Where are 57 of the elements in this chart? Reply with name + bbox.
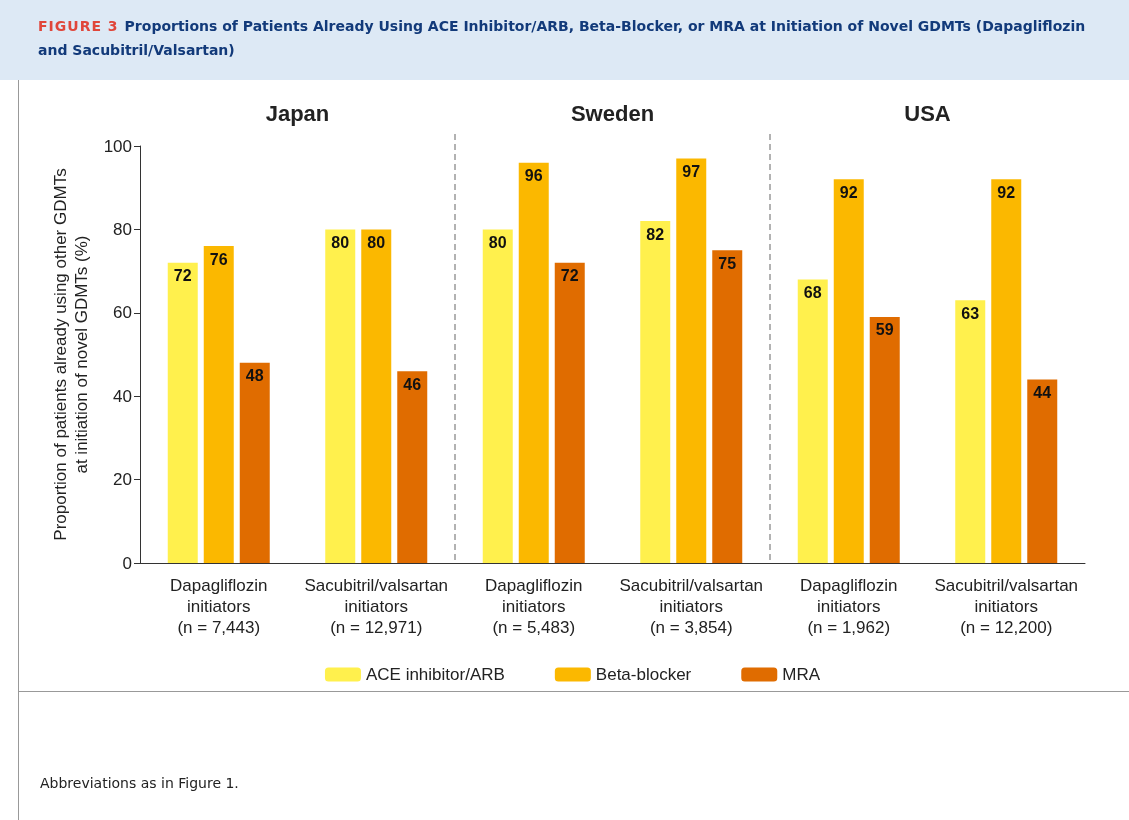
y-tick-label: 100 <box>103 136 132 156</box>
text: USA <box>904 100 951 126</box>
bar <box>955 300 986 563</box>
data-label: 48 <box>245 367 264 385</box>
x-tick-label: Sacubitril/valsartan initiators (n = 12,971) <box>304 576 449 637</box>
legend-label: ACE inhibitor/ARB <box>365 665 505 684</box>
bar <box>239 362 270 563</box>
data-label: 72 <box>173 267 192 285</box>
x-tick-label: Sacubitril/valsartan initiators (n = 3,854) <box>619 576 764 637</box>
data-label: 46 <box>403 375 422 393</box>
bar <box>482 229 513 563</box>
data-label: 97 <box>682 163 701 181</box>
y-tick-label: 0 <box>122 553 132 573</box>
legend-label: Beta-blocker <box>595 665 692 684</box>
y-tick-label: 80 <box>113 219 132 239</box>
bar <box>518 162 549 563</box>
data-label: 63 <box>961 304 980 322</box>
bar <box>712 250 743 563</box>
data-label: 59 <box>875 321 894 339</box>
legend-label: MRA <box>782 665 821 684</box>
data-label: 76 <box>209 250 228 268</box>
bar <box>397 371 428 563</box>
bar <box>361 229 392 563</box>
data-label: 44 <box>1033 384 1052 402</box>
bar <box>167 262 198 563</box>
x-tick-label: Dapagliflozin initiators (n = 5,483) <box>485 576 583 637</box>
y-tick-label: 20 <box>113 470 132 490</box>
data-label: 80 <box>488 233 507 251</box>
data-label: 80 <box>367 233 386 251</box>
data-label: 82 <box>646 225 665 243</box>
data-label: 92 <box>997 183 1016 201</box>
bar <box>325 229 356 563</box>
data-label: 92 <box>839 183 858 201</box>
bar <box>797 279 828 563</box>
y-tick-label: 60 <box>113 303 132 323</box>
bar <box>833 179 864 563</box>
bar <box>554 262 585 563</box>
chart-title: FIGURE 3 Proportions of Patients Already Using ACE Inhibitor/ARB, Beta-Blocker, or MRA at Initiation of Novel GDMTs (Dapagliflozin and Sacubitril/Valsartan) <box>0 0 1129 80</box>
data-label: 96 <box>524 167 543 185</box>
data-label: 80 <box>331 233 350 251</box>
x-tick-label: Sacubitril/valsartan initiators (n = 12,200) <box>934 576 1079 637</box>
bar <box>640 221 671 563</box>
x-tick-label: Dapagliflozin initiators (n = 7,443) <box>170 576 268 637</box>
bar <box>203 246 234 563</box>
bar <box>1027 379 1058 563</box>
data-label: 72 <box>560 267 579 285</box>
text: Sweden <box>570 100 655 126</box>
x-tick-label: Dapagliflozin initiators (n = 1,962) <box>800 576 898 637</box>
text: Japan <box>265 100 330 126</box>
data-label: 75 <box>718 254 737 272</box>
bar <box>991 179 1022 563</box>
text: Abbreviations as in Figure 1. <box>40 775 239 791</box>
bar <box>869 316 900 563</box>
y-tick-label: 40 <box>113 386 132 406</box>
y-axis-title: Proportion of patients already using other GDMTs at initiation of novel GDMTs (%) <box>51 168 91 541</box>
bar <box>676 158 707 563</box>
data-label: 68 <box>803 283 822 301</box>
